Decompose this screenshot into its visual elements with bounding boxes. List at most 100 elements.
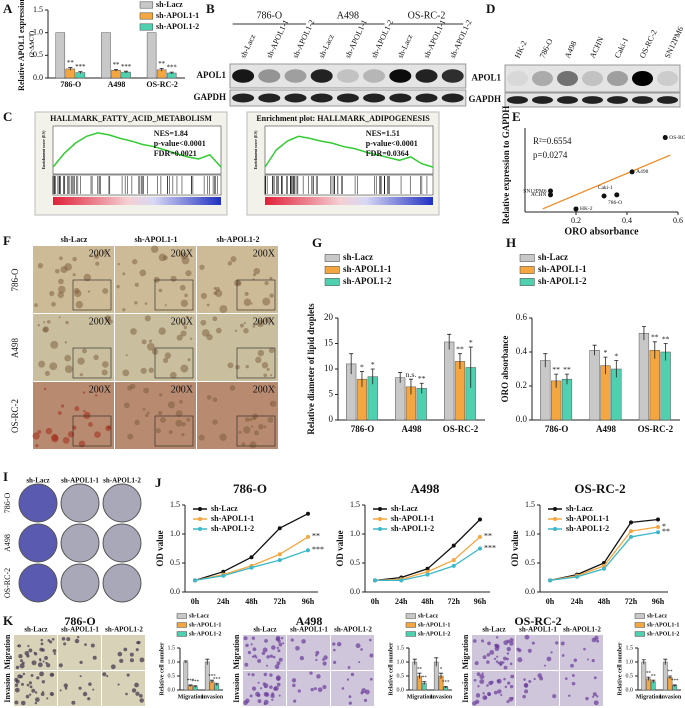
cell [94, 431, 101, 438]
cell [297, 689, 301, 693]
y-tick-label: 0.5 [525, 558, 535, 567]
blot-band [232, 69, 255, 83]
magnification: 200X [89, 248, 112, 259]
cell [175, 419, 183, 427]
x-tick-label: OS-RC-2 [638, 424, 674, 434]
legend-label: sh-APOL1-1 [391, 514, 434, 523]
legend-label: sh-APOL1-1 [211, 514, 254, 523]
blot-band [363, 93, 386, 103]
cell [503, 656, 507, 661]
cell [92, 688, 95, 691]
legend-label: sh-APOL1-1 [538, 264, 587, 274]
cell [495, 636, 499, 639]
micrograph [33, 246, 114, 313]
point [629, 534, 633, 539]
error-bar [78, 71, 83, 74]
cell [258, 423, 264, 430]
annotation: p=0.0274 [533, 150, 568, 160]
lane-label: SN12PM6 [663, 25, 685, 59]
significance: ** [422, 675, 428, 681]
point-label: A498 [636, 169, 648, 175]
legend-label: sh-Lacz [391, 504, 418, 513]
cell [215, 286, 220, 292]
cell [129, 658, 134, 663]
point [193, 578, 197, 583]
cell [510, 674, 515, 679]
cell [474, 661, 479, 666]
cell [167, 401, 175, 409]
bar [454, 361, 466, 421]
row-label: Invasion [3, 673, 12, 703]
legend-swatch [405, 613, 416, 619]
y-tick-label: 0.0 [516, 414, 528, 424]
point [425, 572, 430, 577]
point [221, 573, 226, 578]
cell [83, 411, 91, 420]
annotation: R²=0.6554 [533, 136, 572, 146]
legend-label: sh-Lacz [566, 504, 593, 513]
y-axis-label: Enrichment score (ES) [253, 130, 258, 169]
micrograph [33, 314, 114, 381]
cell [269, 673, 273, 677]
significance: *** [187, 678, 195, 684]
cell [92, 655, 97, 660]
cell [201, 329, 210, 337]
cell [94, 253, 100, 260]
column-header: sh-APOL1-2 [334, 626, 372, 634]
cell [51, 693, 54, 696]
blot-band [336, 93, 359, 103]
cell [79, 675, 82, 678]
point [629, 529, 633, 534]
significance: ** [418, 374, 426, 383]
error-bar [663, 658, 668, 665]
cell [25, 694, 30, 699]
cell [350, 672, 355, 677]
cell [44, 370, 50, 376]
cell [46, 697, 49, 700]
bar [638, 333, 650, 421]
blot-row-label: APOL1 [196, 70, 226, 80]
hit-area [52, 174, 222, 196]
cell [29, 685, 33, 689]
cell [511, 696, 514, 700]
cell [247, 673, 251, 676]
blot-band [532, 70, 553, 87]
x-tick-label: Migration [407, 694, 434, 700]
y-axis-label: Relative APOL1 expression [17, 0, 26, 91]
cell [106, 675, 109, 678]
y-tick-label: 0.0 [33, 73, 43, 82]
cell [83, 409, 86, 413]
error-bar [408, 378, 413, 395]
blot-band [232, 93, 255, 103]
significance: ** [651, 333, 659, 342]
error-bar [646, 676, 651, 681]
cell [234, 329, 238, 332]
column-header: sh-Lacz [482, 626, 505, 634]
cell [527, 648, 532, 653]
cell [134, 682, 139, 688]
cell [272, 655, 276, 659]
legend-swatch [176, 622, 187, 628]
micrograph [197, 314, 278, 381]
cell [269, 293, 274, 298]
y-tick-label: 0.0 [626, 687, 634, 693]
cell [482, 655, 487, 660]
cell [482, 695, 488, 701]
cell [472, 639, 477, 643]
cell [181, 422, 186, 427]
cell [500, 693, 503, 697]
cell [130, 328, 137, 335]
y-axis-label: OD value [335, 530, 345, 566]
y-tick-label: 0.0 [350, 587, 360, 596]
significance: ** [563, 365, 571, 374]
cell [87, 697, 91, 701]
cell [269, 654, 273, 658]
legend-swatch [324, 278, 340, 286]
cell [158, 410, 163, 416]
cell [64, 365, 73, 374]
cell [593, 676, 597, 680]
y-axis-label: Relative expression to GAPDH [501, 106, 511, 225]
cell [264, 639, 268, 643]
y-axis-label: OD value [510, 530, 520, 566]
